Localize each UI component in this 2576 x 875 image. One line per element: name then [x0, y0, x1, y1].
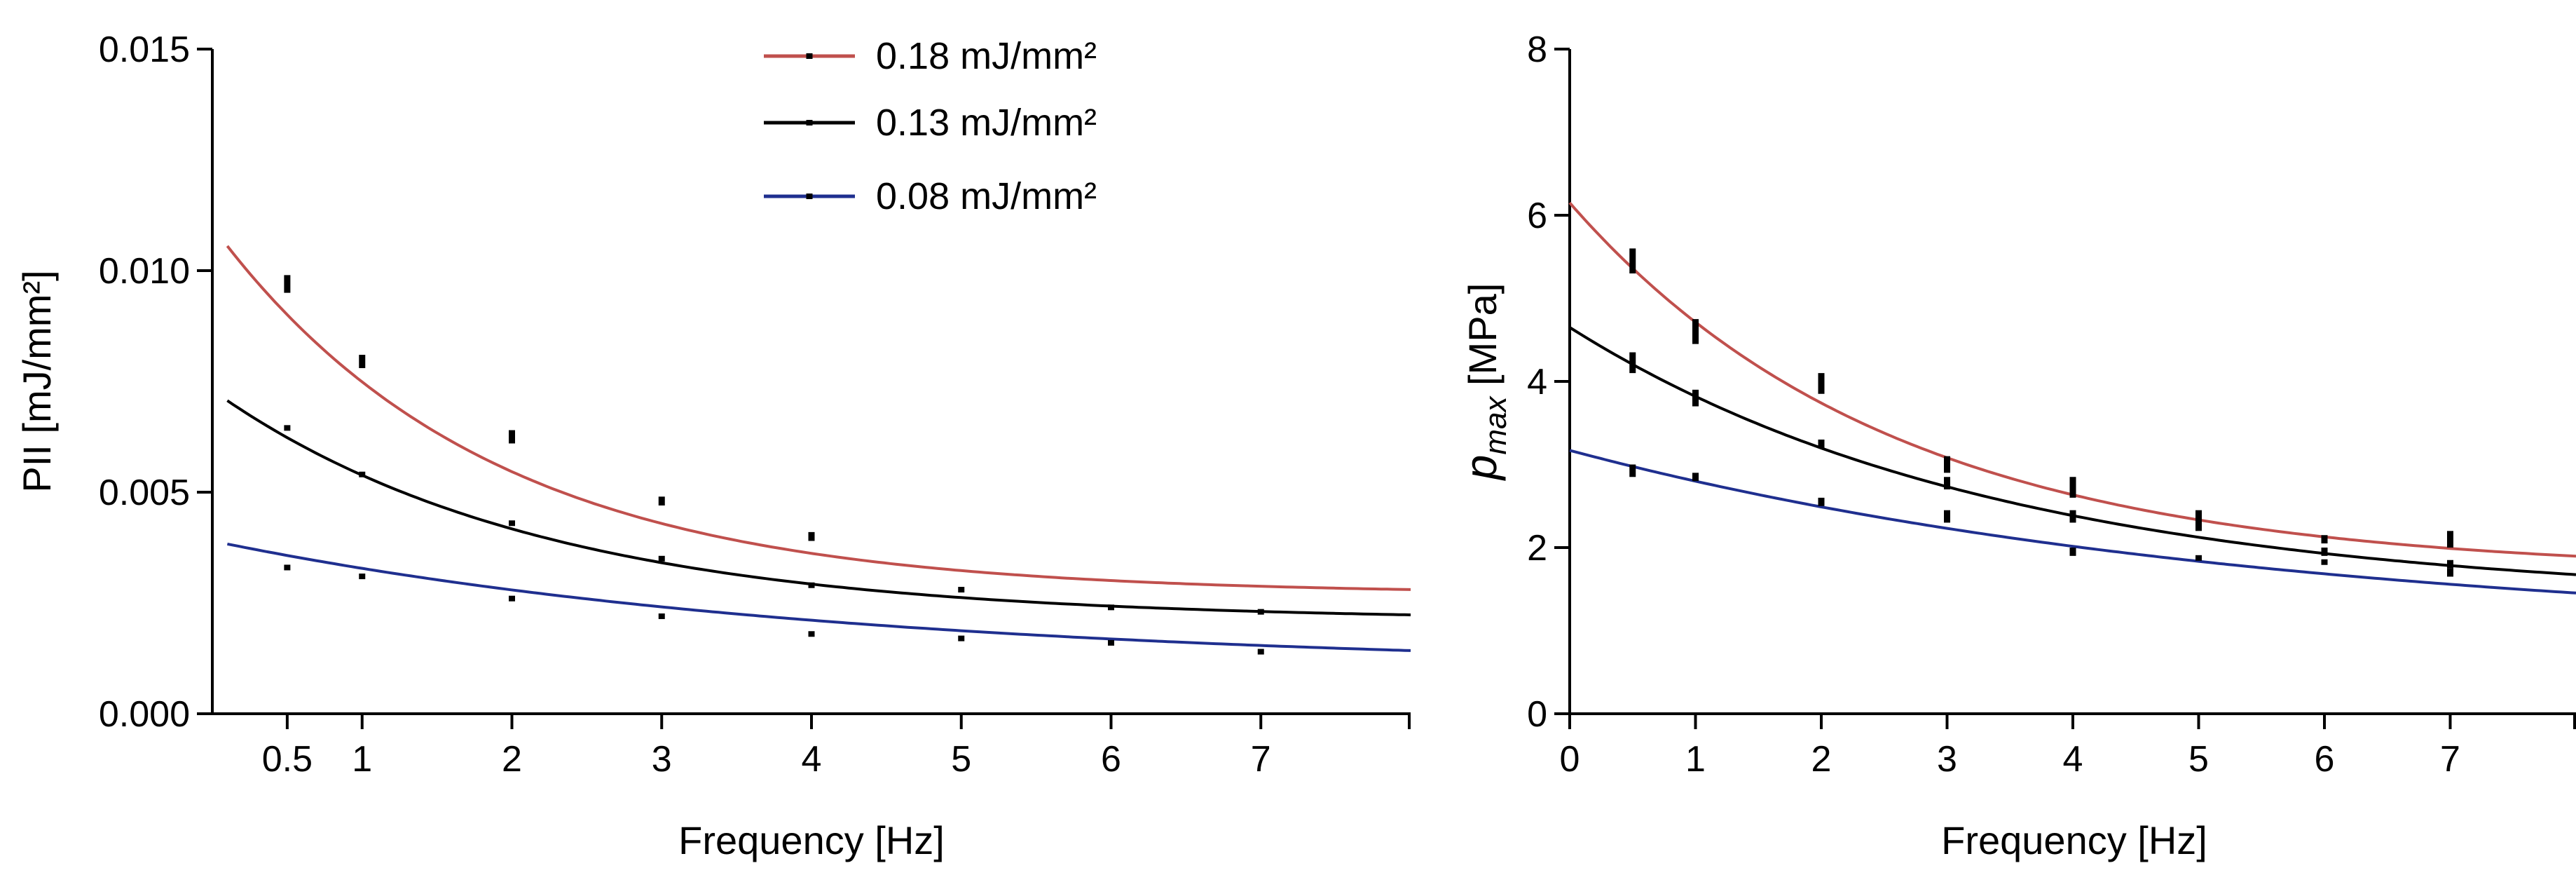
chart-pmax: 0 2 4 6 8 0 1 2 3 4 5 6 7 Frequency [Hz] pmax [MPa] [1455, 29, 2576, 862]
legend-label-0: 0.18 mJ/mm² [876, 35, 1097, 77]
pmax-y-axis-title-unit: [MPa] [1460, 283, 1505, 397]
pmax-y-tick-label: 6 [1527, 196, 1547, 236]
pmax-x-tick-label: 0 [1560, 739, 1580, 780]
pii-y-tick-label: 0.010 [99, 251, 190, 292]
pmax-x-tick-label: 4 [2063, 739, 2083, 780]
pmax-curves [1568, 201, 2576, 595]
pii-y-axis-title: PII [mJ/mm²] [15, 270, 59, 492]
pii-curves [226, 245, 1411, 652]
pmax-markers [1629, 248, 2453, 577]
pmax-x-axis-title: Frequency [Hz] [1941, 818, 2207, 862]
pmax-y-tick-label: 8 [1527, 29, 1547, 70]
legend-entry-0: 0.18 mJ/mm² [764, 35, 1097, 77]
pmax-x-tick-label: 1 [1685, 739, 1706, 780]
legend-entry-2: 0.08 mJ/mm² [764, 175, 1097, 217]
pmax-y-tick-label: 4 [1527, 362, 1547, 402]
pii-markers [284, 275, 1264, 655]
pmax-curve-0 [1568, 201, 2576, 558]
pmax-y-axis-title-p: p [1455, 455, 1506, 482]
legend-label-1: 0.13 mJ/mm² [876, 102, 1097, 144]
pmax-x-ticks: 0 1 2 3 4 5 6 7 [1560, 714, 2576, 780]
pii-curve-1 [226, 399, 1411, 616]
pmax-curve-2 [1569, 449, 2576, 595]
pmax-y-axis-title-sub: max [1479, 395, 1513, 455]
legend-label-2: 0.08 mJ/mm² [876, 175, 1097, 217]
pmax-y-tick-label: 0 [1527, 694, 1547, 735]
pii-x-axis-title: Frequency [Hz] [678, 818, 945, 862]
pmax-y-tick-label: 2 [1527, 528, 1547, 569]
chart-pii: 0.000 0.005 0.010 0.015 0.5 1 2 3 4 5 6 7 Frequenc… [15, 29, 1411, 862]
pii-x-tick-label: 3 [652, 739, 672, 780]
pii-curve-0 [226, 245, 1411, 591]
pmax-x-tick-label: 5 [2188, 739, 2209, 780]
pii-x-tick-label: 7 [1251, 739, 1271, 780]
legend-entry-1: 0.13 mJ/mm² [764, 102, 1097, 144]
pii-x-tick-label: 6 [1101, 739, 1121, 780]
pii-y-tick-label: 0.000 [99, 694, 190, 735]
pii-y-ticks: 0.000 0.005 0.010 0.015 [99, 29, 212, 735]
pii-x-ticks: 0.5 1 2 3 4 5 6 7 [262, 714, 1411, 780]
pii-x-tick-label: 1 [352, 739, 372, 780]
pii-legend: 0.18 mJ/mm² 0.13 mJ/mm² 0.08 mJ/mm² [764, 35, 1097, 217]
pii-y-tick-label: 0.005 [99, 473, 190, 513]
pii-x-tick-label: 5 [951, 739, 971, 780]
pmax-x-tick-label: 7 [2440, 739, 2460, 780]
pmax-y-axis-title: pmax [MPa] [1455, 283, 1513, 482]
pii-x-tick-label: 2 [502, 739, 522, 780]
pii-x-tick-label: 0.5 [262, 739, 313, 780]
pmax-y-ticks: 0 2 4 6 8 [1527, 29, 1570, 735]
pmax-curve-1 [1568, 326, 2576, 576]
pmax-x-tick-label: 2 [1811, 739, 1832, 780]
pmax-x-tick-label: 3 [1937, 739, 1957, 780]
pii-y-tick-label: 0.015 [99, 29, 190, 70]
pii-curve-2 [227, 542, 1411, 652]
pmax-x-tick-label: 6 [2315, 739, 2335, 780]
pii-x-tick-label: 4 [802, 739, 822, 780]
